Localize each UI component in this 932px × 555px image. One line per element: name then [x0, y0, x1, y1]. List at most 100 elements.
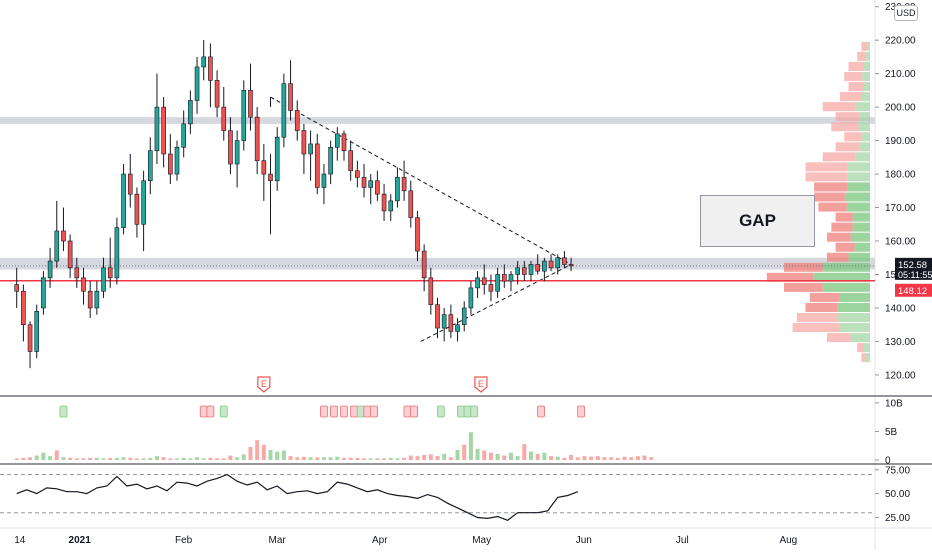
volume-bar-33: [235, 457, 240, 460]
volume-bar-56: [388, 457, 393, 460]
candle-body-80: [548, 260, 554, 269]
volume-profile-up-5: [837, 302, 870, 312]
volume-bar-73: [502, 455, 507, 460]
candle-body-12: [94, 290, 100, 309]
candle-body-47: [328, 146, 333, 175]
volume-profile-down-23: [831, 122, 859, 132]
candle-body-26: [188, 100, 193, 125]
volume-bar-91: [622, 456, 627, 460]
volume-bar-51: [355, 457, 360, 460]
event-tag-1: [199, 405, 208, 418]
volume-profile-up-25: [855, 102, 870, 112]
candle-body-73: [501, 274, 507, 282]
volume-bar-40: [281, 450, 286, 460]
volume-profile-up-2: [850, 333, 870, 343]
volume-profile-up-31: [867, 41, 870, 51]
volume-bar-93: [635, 456, 640, 460]
time-axis-label-3: Mar: [268, 535, 286, 546]
triangle-lower-trendline: [420, 264, 572, 342]
candle-body-57: [395, 177, 400, 202]
candle-body-76: [522, 267, 527, 275]
candle-body-83: [568, 264, 574, 267]
time-axis-label-6: Jun: [576, 535, 592, 546]
candle-body-61: [421, 250, 427, 279]
price-axis-label-7: 190.00: [885, 136, 916, 147]
countdown-label: 05:11:55: [898, 270, 932, 280]
volume-profile-down-11: [835, 242, 855, 252]
candle-body-10: [81, 277, 86, 292]
volume-bar-94: [642, 455, 647, 460]
volume-bar-5: [48, 456, 53, 460]
volume-bar-63: [435, 456, 440, 460]
volume-profile-down-19: [805, 162, 848, 172]
volume-profile-up-27: [863, 82, 870, 92]
candle-body-2: [27, 324, 33, 352]
volume-bar-20: [148, 457, 153, 460]
earnings-marker-0: [257, 376, 271, 393]
candle-body-68: [468, 287, 474, 309]
volume-bar-74: [508, 452, 513, 460]
candle-body-20: [147, 150, 153, 182]
candle-body-41: [288, 83, 293, 111]
event-tag-12: [410, 405, 419, 418]
volume-bar-18: [134, 458, 139, 460]
volume-bar-41: [288, 456, 293, 460]
volume-bar-54: [375, 458, 380, 460]
volume-bar-3: [34, 455, 39, 460]
volume-profile-down-29: [848, 61, 864, 71]
candle-body-44: [308, 143, 313, 155]
event-tag-16: [470, 405, 479, 418]
volume-profile-down-20: [822, 152, 856, 162]
volume-bar-83: [569, 455, 574, 460]
volume-bar-79: [542, 452, 547, 460]
time-axis-label-1: 2021: [69, 535, 92, 546]
volume-bar-2: [28, 457, 33, 460]
volume-profile-up-28: [862, 71, 870, 82]
volume-profile-down-31: [861, 41, 868, 51]
event-tag-7: [350, 405, 358, 418]
volume-axis-label-1: 5B: [885, 427, 898, 438]
volume-profile-down-13: [831, 222, 853, 232]
candle-body-7: [61, 230, 66, 242]
volume-profile-down-1: [857, 343, 864, 353]
candle-body-75: [515, 267, 520, 275]
candle-body-4: [41, 277, 46, 309]
candle-body-56: [388, 200, 394, 212]
zone-band-1: [0, 257, 875, 270]
candle-body-39: [274, 136, 280, 182]
volume-bar-84: [575, 457, 580, 460]
candle-body-5: [47, 260, 53, 279]
volume-profile-up-8: [813, 272, 870, 282]
volume-profile-down-22: [844, 132, 863, 142]
volume-bar-21: [154, 456, 159, 460]
candle-body-54: [375, 180, 380, 195]
price-axis-label-1: 130.00: [885, 337, 916, 348]
candle-body-46: [321, 173, 327, 188]
event-tag-5: [330, 405, 338, 418]
currency-badge[interactable]: USD: [894, 5, 918, 21]
candle-body-21: [154, 106, 160, 151]
time-axis-label-5: May: [472, 535, 491, 546]
volume-bar-0: [14, 458, 19, 460]
volume-bar-72: [495, 453, 500, 460]
candle-body-18: [134, 193, 140, 225]
volume-bar-30: [215, 458, 220, 460]
volume-bar-85: [582, 456, 587, 460]
candle-body-33: [234, 140, 240, 165]
volume-bar-77: [529, 451, 534, 460]
volume-bar-80: [549, 456, 554, 460]
volume-bar-62: [428, 454, 433, 460]
volume-profile-up-30: [866, 51, 870, 61]
candle-body-67: [461, 307, 467, 326]
volume-bar-90: [615, 457, 620, 460]
volume-bar-26: [188, 458, 193, 460]
candle-body-52: [361, 177, 367, 188]
volume-profile-down-4: [796, 312, 838, 323]
event-tag-10: [370, 405, 378, 418]
price-axis-label-8: 200.00: [885, 103, 916, 114]
event-tag-6: [340, 405, 348, 418]
triangle-upper-trendline: [270, 96, 572, 265]
candle-body-48: [335, 133, 340, 148]
